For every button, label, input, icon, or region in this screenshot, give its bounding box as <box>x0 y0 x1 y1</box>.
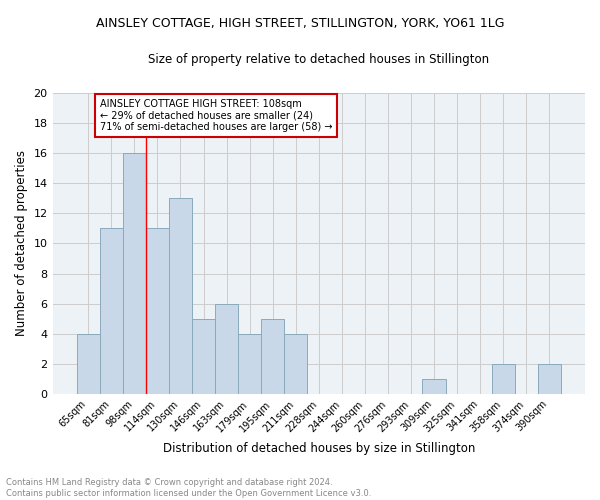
Bar <box>238 334 261 394</box>
Title: Size of property relative to detached houses in Stillington: Size of property relative to detached ho… <box>148 52 490 66</box>
Text: AINSLEY COTTAGE, HIGH STREET, STILLINGTON, YORK, YO61 1LG: AINSLEY COTTAGE, HIGH STREET, STILLINGTO… <box>96 18 504 30</box>
Bar <box>169 198 192 394</box>
Text: AINSLEY COTTAGE HIGH STREET: 108sqm
← 29% of detached houses are smaller (24)
71: AINSLEY COTTAGE HIGH STREET: 108sqm ← 29… <box>100 99 332 132</box>
Bar <box>215 304 238 394</box>
Bar <box>77 334 100 394</box>
Bar <box>422 379 446 394</box>
X-axis label: Distribution of detached houses by size in Stillington: Distribution of detached houses by size … <box>163 442 475 455</box>
Bar <box>284 334 307 394</box>
Bar <box>146 228 169 394</box>
Bar <box>261 318 284 394</box>
Bar <box>192 318 215 394</box>
Y-axis label: Number of detached properties: Number of detached properties <box>15 150 28 336</box>
Bar <box>123 153 146 394</box>
Bar <box>100 228 123 394</box>
Bar <box>491 364 515 394</box>
Text: Contains HM Land Registry data © Crown copyright and database right 2024.
Contai: Contains HM Land Registry data © Crown c… <box>6 478 371 498</box>
Bar <box>538 364 561 394</box>
